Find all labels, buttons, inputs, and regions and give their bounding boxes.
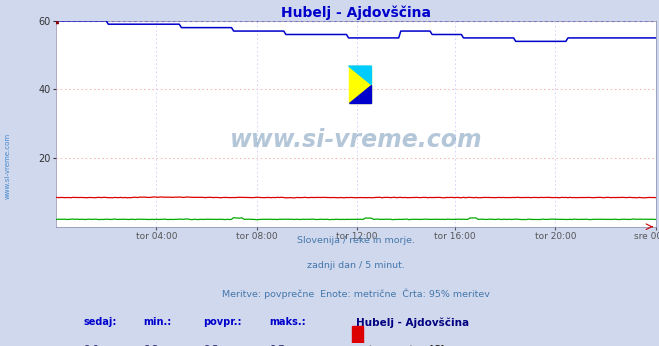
Text: 8,3: 8,3 (143, 345, 158, 346)
Text: sedaj:: sedaj: (83, 317, 117, 327)
Polygon shape (349, 66, 372, 85)
Text: Slovenija / reke in morje.: Slovenija / reke in morje. (297, 236, 415, 245)
Text: temperatura[C]: temperatura[C] (369, 345, 445, 346)
Text: 8,7: 8,7 (269, 345, 285, 346)
Text: min.:: min.: (143, 317, 171, 327)
Text: zadnji dan / 5 minut.: zadnji dan / 5 minut. (307, 262, 405, 271)
Bar (349, 66, 372, 103)
Text: povpr.:: povpr.: (203, 317, 241, 327)
Text: Meritve: povprečne  Enote: metrične  Črta: 95% meritev: Meritve: povprečne Enote: metrične Črta:… (222, 288, 490, 299)
Text: www.si-vreme.com: www.si-vreme.com (229, 128, 482, 152)
Text: www.si-vreme.com: www.si-vreme.com (5, 133, 11, 199)
Title: Hubelj - Ajdovščina: Hubelj - Ajdovščina (281, 5, 431, 20)
Text: 8,5: 8,5 (203, 345, 218, 346)
Bar (353, 326, 363, 346)
Text: Hubelj - Ajdovščina: Hubelj - Ajdovščina (356, 317, 469, 328)
Text: maks.:: maks.: (269, 317, 306, 327)
Polygon shape (349, 85, 372, 103)
Text: 8,6: 8,6 (83, 345, 98, 346)
